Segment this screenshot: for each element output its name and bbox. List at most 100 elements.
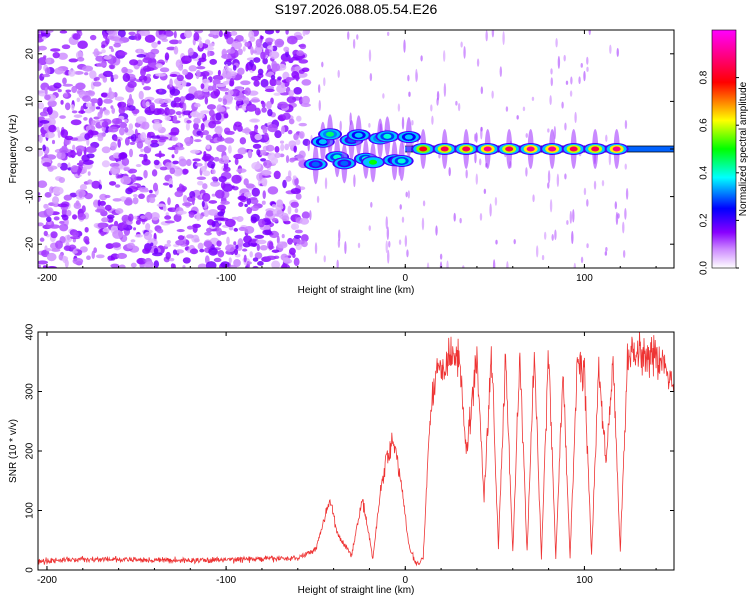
streak-mark [368,49,372,62]
noise-speckle [38,260,49,265]
noise-speckle [87,171,91,176]
noise-speckle [209,58,218,65]
noise-speckle [285,155,290,163]
streak-mark [480,126,483,132]
noise-speckle [106,214,115,219]
noise-speckle [52,186,64,195]
noise-speckle [262,190,266,199]
streak-mark [385,240,388,254]
streak-mark [624,208,627,220]
noise-speckle [58,176,66,183]
noise-speckle [172,263,177,268]
noise-speckle [82,65,94,72]
noise-speckle [256,149,261,156]
noise-speckle [198,41,203,49]
streak-mark [547,170,551,184]
noise-speckle [69,192,78,198]
noise-speckle [130,239,136,243]
x-tick-label: -200 [37,575,57,586]
noise-speckle [158,139,167,143]
noise-speckle [114,184,121,188]
noise-speckle [243,97,250,105]
noise-speckle [301,67,310,73]
streak-mark [492,259,496,268]
noise-speckle [233,96,245,101]
noise-speckle [38,196,41,203]
streak-mark [609,44,612,55]
noise-speckle [163,30,174,37]
streak-mark [386,31,390,36]
noise-speckle [85,108,93,114]
noise-speckle [92,81,102,87]
noise-speckle [106,30,112,34]
noise-speckle [99,200,106,206]
streak-mark [397,103,401,112]
noise-speckle [72,231,79,238]
streak-mark [307,140,310,152]
noise-speckle [267,41,273,46]
noise-speckle [172,115,178,123]
noise-speckle [173,97,181,103]
noise-speckle [136,54,146,58]
noise-speckle [301,211,310,219]
noise-speckle [115,208,124,215]
noise-speckle [224,218,236,228]
noise-speckle [167,197,171,206]
noise-speckle [218,106,226,112]
noise-speckle [172,160,179,165]
noise-speckle [235,34,244,42]
noise-speckle [244,87,251,96]
y-tick-label: 20 [25,48,36,60]
noise-speckle [166,108,176,115]
noise-speckle [199,248,205,253]
noise-speckle [237,195,247,201]
noise-speckle [167,207,173,211]
noise-speckle [211,193,216,197]
noise-speckle [215,189,225,199]
streak-mark [614,201,618,210]
streak-mark [398,239,402,245]
noise-speckle [249,131,257,136]
noise-speckle [59,162,69,171]
noise-speckle [46,216,52,222]
noise-speckle [261,200,266,205]
pulse-mark [569,146,578,152]
noise-speckle [213,257,222,263]
noise-speckle [84,72,89,76]
noise-speckle [114,96,125,101]
noise-speckle [241,103,248,111]
noise-speckle [78,191,83,199]
noise-speckle [71,104,75,111]
noise-speckle [265,210,274,217]
noise-speckle [173,168,183,177]
noise-speckle [156,203,166,207]
noise-speckle [65,89,72,93]
noise-speckle [271,260,281,268]
streak-mark [555,37,558,48]
noise-speckle [143,231,153,241]
noise-speckle [97,97,103,107]
noise-speckle [271,45,278,52]
noise-speckle [201,156,211,161]
noise-speckle [57,52,68,60]
noise-speckle [78,160,83,164]
noise-speckle [228,257,232,264]
noise-speckle [88,90,92,94]
noise-speckle [71,110,78,114]
streak-mark [476,58,480,67]
noise-speckle [56,126,60,133]
noise-speckle [227,145,232,154]
noise-speckle [237,147,247,155]
streak-mark [480,86,484,95]
figure-title: S197.2026.088.05.54.E26 [275,1,438,17]
noise-speckle [280,263,291,268]
noise-speckle [233,153,244,160]
noise-speckle [192,158,201,162]
streak-mark [475,132,478,143]
noise-speckle [173,102,182,108]
noise-speckle [226,49,236,54]
noise-speckle [103,109,111,116]
noise-speckle [220,200,230,205]
noise-speckle [216,136,225,142]
noise-speckle [280,82,285,89]
